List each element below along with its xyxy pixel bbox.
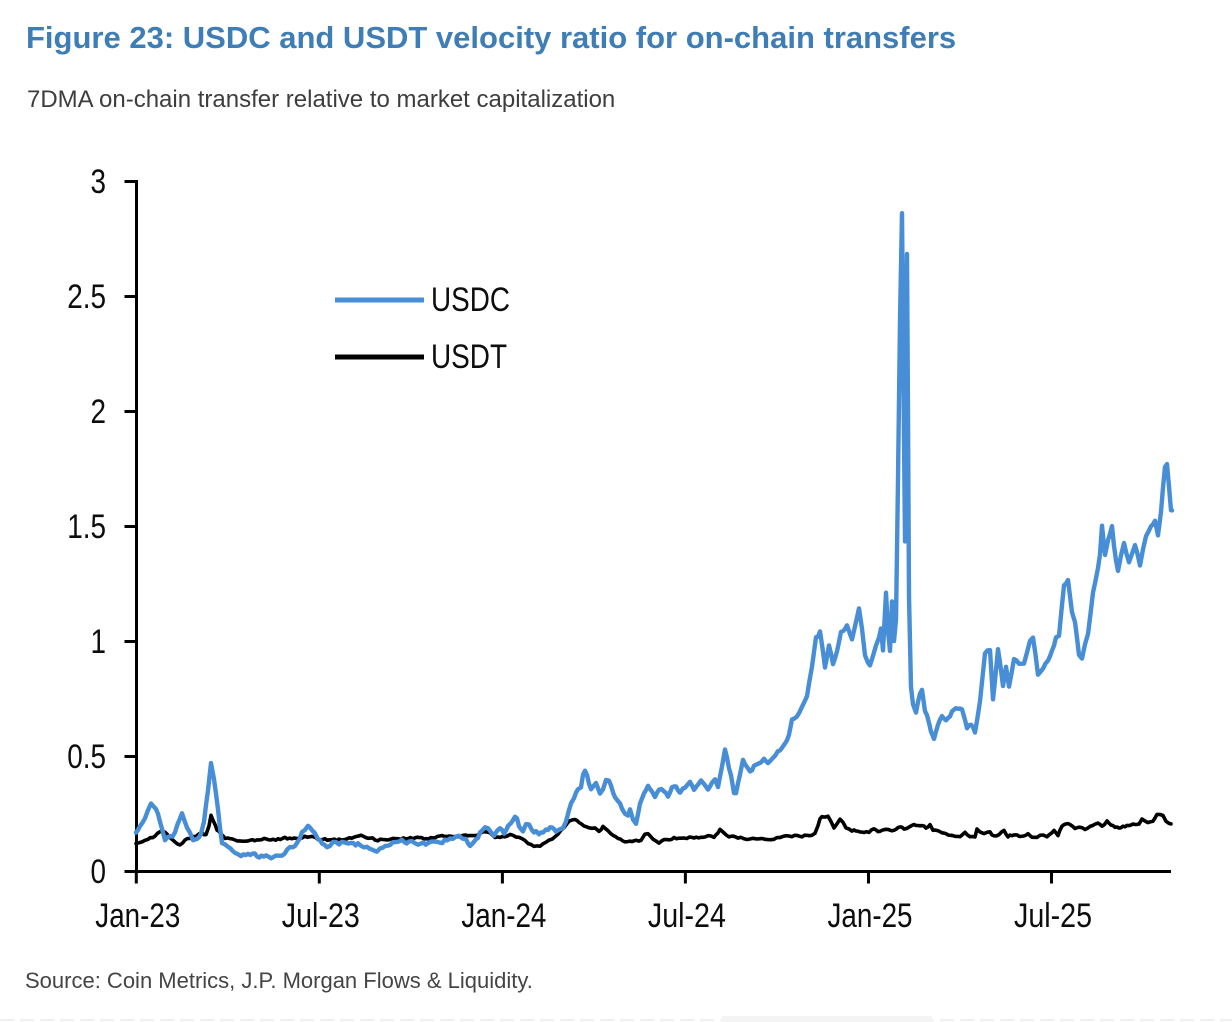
svg-text:USDT: USDT	[431, 338, 507, 376]
svg-text:Jan-25: Jan-25	[828, 897, 913, 935]
svg-text:Jul-23: Jul-23	[282, 897, 360, 935]
svg-text:Jan-23: Jan-23	[95, 897, 180, 935]
svg-text:1: 1	[91, 623, 107, 661]
svg-text:Jan-24: Jan-24	[461, 897, 546, 935]
svg-text:2.5: 2.5	[67, 278, 106, 316]
svg-text:Jul-24: Jul-24	[648, 897, 726, 935]
svg-text:3: 3	[91, 163, 107, 201]
svg-text:0: 0	[91, 853, 107, 891]
svg-text:1.5: 1.5	[67, 508, 106, 546]
svg-text:USDC: USDC	[431, 281, 510, 319]
svg-text:Jul-25: Jul-25	[1014, 897, 1092, 935]
svg-text:0.5: 0.5	[67, 738, 106, 776]
svg-text:2: 2	[91, 393, 107, 431]
